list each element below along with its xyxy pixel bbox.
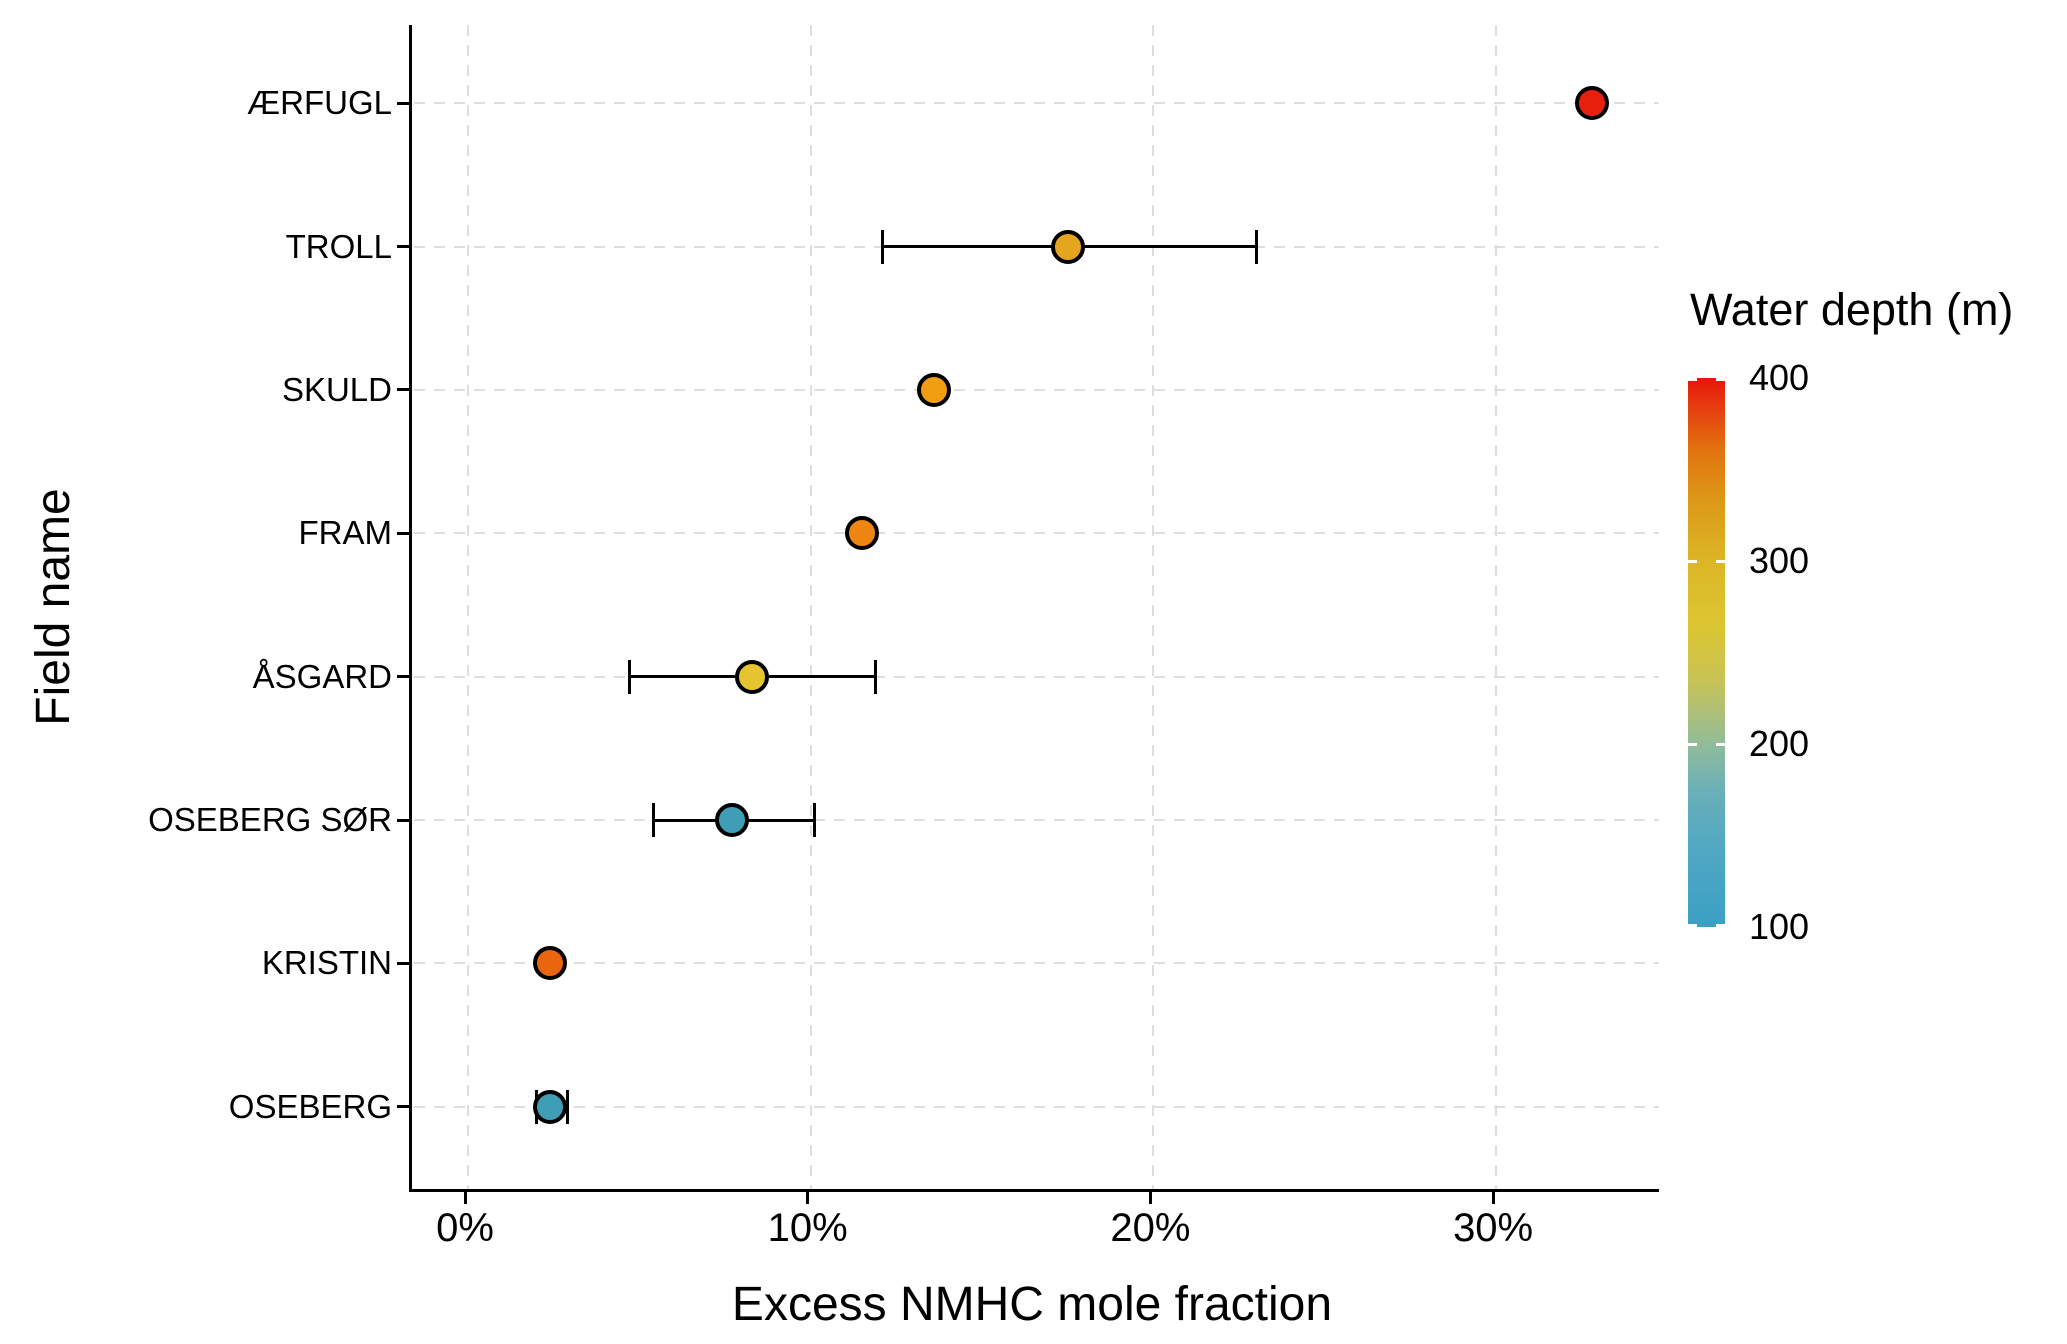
legend-colorbar-tick xyxy=(1688,924,1697,927)
error-bar-cap-right xyxy=(565,1089,569,1124)
horizontal-gridline xyxy=(414,962,1659,965)
horizontal-gridline xyxy=(414,388,1659,391)
y-axis-tick-label: OSEBERG xyxy=(228,1087,392,1125)
y-axis-tick-label: ÅSGARD xyxy=(252,657,392,695)
legend-colorbar-tick xyxy=(1716,378,1725,381)
y-axis-tick xyxy=(397,245,409,249)
y-axis-tick xyxy=(397,101,409,105)
x-axis-tick-label: 10% xyxy=(767,1206,848,1250)
legend-colorbar-tick xyxy=(1688,742,1697,746)
horizontal-gridline xyxy=(414,532,1659,535)
y-axis-tick xyxy=(397,531,409,535)
legend-colorbar-tick xyxy=(1688,559,1697,563)
y-axis-tick-label: SKULD xyxy=(281,370,392,408)
data-point-oseberg xyxy=(533,1089,568,1124)
data-point-troll xyxy=(1050,229,1085,264)
data-point--sgard xyxy=(735,659,770,694)
x-axis-tick xyxy=(1491,1192,1495,1204)
legend-colorbar-tick xyxy=(1716,742,1725,746)
data-point-skuld xyxy=(917,372,952,407)
y-axis-tick xyxy=(397,818,409,822)
x-axis-tick-label: 0% xyxy=(436,1206,494,1250)
error-bar-cap-right xyxy=(812,803,816,837)
data-point-fram xyxy=(845,516,880,551)
legend-tick-label: 400 xyxy=(1749,357,1810,398)
y-axis-tick xyxy=(397,961,409,965)
legend-colorbar-tick xyxy=(1688,378,1697,381)
y-axis-tick xyxy=(397,675,409,679)
legend-tick-label: 200 xyxy=(1749,723,1810,764)
y-axis-tick-label: ÆRFUGL xyxy=(247,84,392,122)
legend-colorbar xyxy=(1688,378,1725,927)
y-axis-tick-label: TROLL xyxy=(285,227,392,265)
legend-title: Water depth (m) xyxy=(1690,284,2014,335)
error-bar-cap-right xyxy=(1254,229,1258,264)
x-axis-tick xyxy=(1148,1192,1152,1204)
legend-colorbar-tick xyxy=(1716,924,1725,927)
vertical-gridline xyxy=(809,25,812,1189)
x-axis-tick xyxy=(463,1192,467,1204)
vertical-gridline xyxy=(467,25,469,1189)
y-axis-tick xyxy=(397,388,409,392)
x-axis-tick-label: 20% xyxy=(1110,1206,1191,1250)
x-axis-title: Excess NMHC mole fraction xyxy=(731,1278,1333,1331)
data-point-oseberg-s-r xyxy=(714,803,749,837)
y-axis-title: Field name xyxy=(27,488,80,726)
x-axis-tick xyxy=(806,1192,810,1204)
horizontal-gridline xyxy=(414,102,1659,105)
data-point-kristin xyxy=(533,946,568,981)
y-axis-tick xyxy=(397,1105,409,1109)
legend-tick-label: 100 xyxy=(1749,906,1810,947)
vertical-gridline xyxy=(1495,25,1498,1189)
vertical-gridline xyxy=(1152,25,1155,1189)
plot-panel xyxy=(409,25,1659,1192)
error-bar-cap-left xyxy=(651,803,655,837)
y-axis-tick-label: OSEBERG SØR xyxy=(148,801,392,838)
error-bar-cap-left xyxy=(627,659,631,694)
legend-colorbar-tick xyxy=(1716,559,1725,563)
horizontal-gridline xyxy=(414,1105,1659,1108)
horizontal-gridline xyxy=(414,675,1659,678)
horizontal-gridline xyxy=(414,819,1659,821)
error-bar-cap-right xyxy=(874,659,878,694)
x-axis-tick-label: 30% xyxy=(1453,1206,1534,1250)
error-bar-cap-left xyxy=(881,229,885,264)
data-point--rfugl xyxy=(1575,86,1610,121)
y-axis-tick-label: KRISTIN xyxy=(261,944,392,982)
y-axis-tick-label: FRAM xyxy=(298,514,393,552)
legend-tick-label: 300 xyxy=(1749,540,1810,581)
